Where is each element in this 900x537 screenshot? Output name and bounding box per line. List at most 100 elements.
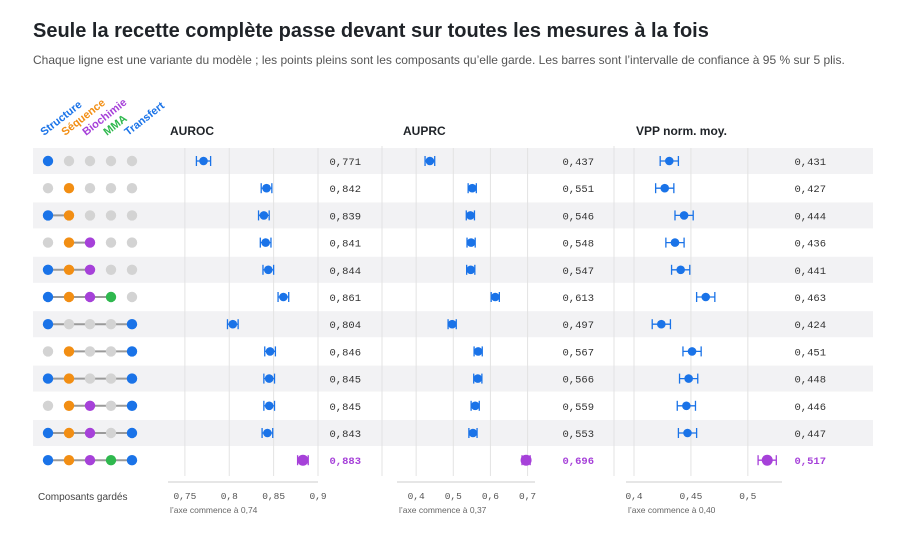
- data-point-group: [665, 237, 685, 248]
- value-label: 0,444: [794, 211, 826, 223]
- value-label: 0,441: [794, 266, 826, 278]
- component-dot-kept: [42, 291, 54, 303]
- data-point-group: [467, 183, 477, 194]
- component-dot-kept: [42, 155, 54, 167]
- component-dot-dropped: [105, 346, 117, 357]
- component-dot-dropped: [42, 237, 54, 248]
- value-label: 0,613: [562, 293, 594, 305]
- component-dot-kept: [105, 455, 117, 466]
- component-dot-kept: [42, 455, 54, 466]
- data-point-group: [296, 454, 309, 466]
- data-point-group: [695, 292, 716, 302]
- value-label: 0,566: [562, 375, 594, 387]
- chart-title: Seule la recette complète passe devant s…: [33, 20, 709, 42]
- value-label: 0,446: [794, 402, 826, 414]
- value-label: 0,547: [562, 266, 594, 278]
- data-point-group: [262, 264, 275, 275]
- component-dot-kept: [126, 346, 138, 357]
- data-point: [265, 347, 275, 356]
- component-dot-dropped: [126, 155, 138, 167]
- value-label: 0,845: [329, 375, 361, 387]
- data-point-group: [263, 373, 276, 384]
- data-point-group: [263, 400, 276, 411]
- component-dot-dropped: [105, 319, 117, 330]
- value-label: 0,431: [794, 157, 826, 169]
- component-dot-dropped: [84, 210, 96, 221]
- value-label: 0,843: [329, 429, 361, 441]
- component-set: [42, 400, 138, 411]
- component-dot-kept: [105, 291, 117, 303]
- data-point-group: [470, 400, 480, 411]
- value-label: 0,448: [794, 375, 826, 387]
- value-label: 0,844: [329, 266, 361, 278]
- component-dot-kept: [84, 427, 96, 439]
- component-set: [42, 373, 138, 384]
- component-dot-dropped: [84, 319, 96, 330]
- data-point: [466, 265, 476, 275]
- component-dot-kept: [42, 210, 54, 221]
- data-point-group: [259, 237, 272, 248]
- component-dot-dropped: [63, 319, 75, 330]
- component-dot-dropped: [105, 427, 117, 439]
- value-label: 0,567: [562, 347, 594, 359]
- tick-label: 0,8: [221, 491, 238, 502]
- value-label: 0,551: [562, 184, 594, 196]
- component-dot-kept: [63, 291, 75, 303]
- data-point: [660, 183, 670, 193]
- value-label: 0,427: [794, 184, 826, 196]
- component-set: [42, 155, 138, 167]
- component-dot-dropped: [84, 373, 96, 384]
- data-point-group: [447, 319, 457, 330]
- component-dot-dropped: [84, 183, 96, 194]
- component-dot-dropped: [105, 373, 117, 384]
- data-point: [263, 428, 272, 438]
- data-point-group: [678, 373, 699, 384]
- data-point: [473, 374, 483, 383]
- component-dot-kept: [42, 373, 54, 384]
- chart-subtitle: Chaque ligne est une variante du modèle …: [33, 53, 845, 67]
- value-label: 0,546: [562, 211, 594, 223]
- component-dot-kept: [84, 455, 96, 466]
- data-point: [264, 401, 274, 411]
- tick-label: 0,9: [309, 491, 326, 502]
- data-point: [262, 183, 271, 193]
- component-dot-kept: [84, 291, 96, 303]
- tick-label: 0,4: [408, 491, 425, 502]
- value-label: 0,497: [562, 320, 594, 332]
- component-set: [42, 264, 138, 275]
- component-dot-kept: [126, 373, 138, 384]
- tick-label: 0,6: [482, 491, 499, 502]
- component-set: [42, 183, 138, 194]
- data-point: [701, 292, 711, 302]
- component-dot-dropped: [84, 155, 96, 167]
- tick-label: 0,75: [173, 491, 196, 502]
- data-point-group: [261, 428, 274, 438]
- component-dot-kept: [63, 455, 75, 466]
- data-point: [687, 347, 697, 356]
- value-label: 0,559: [562, 402, 594, 414]
- data-point: [466, 211, 475, 220]
- component-dot-dropped: [42, 183, 54, 194]
- component-dot-dropped: [126, 291, 138, 303]
- value-label: 0,548: [562, 239, 594, 251]
- component-dot-dropped: [105, 155, 117, 167]
- value-label: 0,517: [794, 456, 826, 468]
- data-point: [447, 319, 457, 329]
- component-dot-kept: [63, 373, 75, 384]
- component-dot-kept: [126, 455, 138, 466]
- value-label: 0,424: [794, 320, 826, 332]
- data-point: [264, 265, 273, 275]
- tick-label: 0,5: [445, 491, 462, 502]
- component-dot-kept: [84, 264, 96, 275]
- data-point: [470, 401, 480, 411]
- data-point: [490, 292, 500, 302]
- data-point-group: [659, 156, 680, 166]
- metric-header: VPP norm. moy.: [636, 124, 727, 138]
- component-dot-kept: [84, 400, 96, 411]
- component-dot-dropped: [105, 400, 117, 411]
- tick-label: 0,45: [680, 491, 703, 502]
- data-point-group: [277, 292, 290, 302]
- data-point: [682, 401, 691, 411]
- data-point-group: [260, 183, 273, 194]
- value-label: 0,463: [794, 293, 826, 305]
